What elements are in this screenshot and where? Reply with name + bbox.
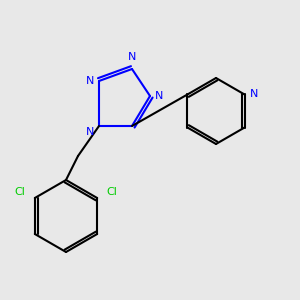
Text: N: N — [86, 127, 94, 137]
Text: N: N — [249, 89, 258, 100]
Text: N: N — [86, 76, 94, 86]
Text: N: N — [155, 91, 163, 101]
Text: N: N — [128, 52, 136, 62]
Text: Cl: Cl — [107, 187, 118, 197]
Text: Cl: Cl — [14, 187, 25, 197]
